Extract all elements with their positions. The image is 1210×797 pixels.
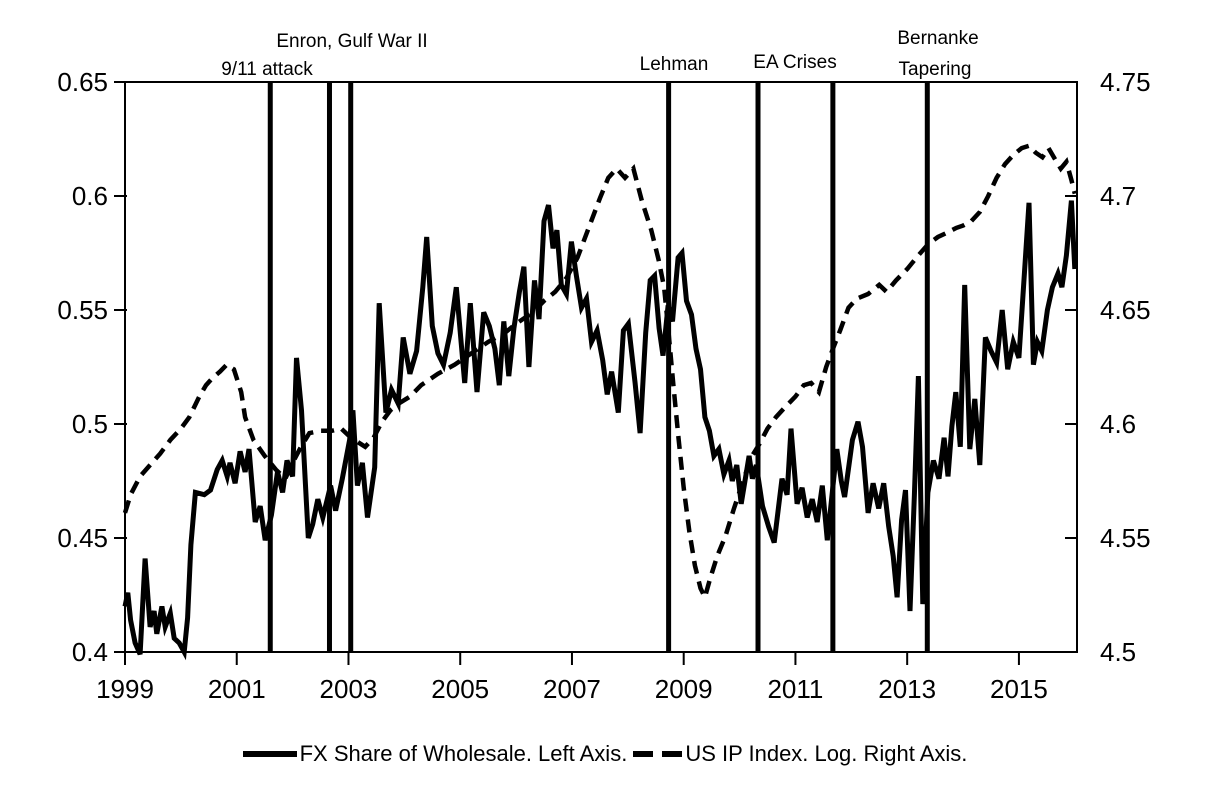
chart-legend: FX Share of Wholesale. Left Axis. US IP …	[0, 741, 1210, 767]
left-axis-tick-label: 0.45	[57, 523, 108, 553]
us-ip-series-line	[122, 143, 1077, 604]
left-axis-tick-label: 0.55	[57, 295, 108, 325]
fx-share-series-line	[122, 200, 1078, 661]
legend-item-us-ip: US IP Index. Log. Right Axis.	[627, 741, 967, 767]
x-axis-tick-label: 1999	[96, 674, 154, 704]
x-axis-tick-label: 2015	[990, 674, 1048, 704]
plot-border	[124, 81, 1078, 653]
right-axis-tick-label: 4.5	[1100, 637, 1136, 667]
legend-item-fx-share: FX Share of Wholesale. Left Axis.	[242, 741, 628, 767]
dashed-line-swatch-icon	[633, 751, 683, 757]
event-annotation-label: Tapering	[899, 59, 972, 80]
x-axis-tick-label: 2003	[320, 674, 378, 704]
right-axis-tick-label: 4.65	[1100, 295, 1151, 325]
x-axis-tick-label: 2001	[208, 674, 266, 704]
x-axis-tick-label: 2007	[543, 674, 601, 704]
x-axis-tick-label: 2013	[878, 674, 936, 704]
legend-label-fx-share: FX Share of Wholesale. Left Axis.	[299, 741, 628, 766]
event-annotation-label: 9/11 attack	[221, 59, 313, 80]
right-axis-tick-label: 4.7	[1100, 181, 1136, 211]
event-annotation-label: Lehman	[640, 54, 709, 75]
event-annotation-label: Bernanke	[897, 28, 978, 49]
left-axis-tick-label: 0.65	[57, 67, 108, 97]
left-axis-tick-label: 0.5	[72, 409, 108, 439]
event-annotation-label: Enron, Gulf War II	[276, 31, 427, 52]
x-axis-tick-label: 2011	[767, 674, 823, 704]
x-axis-tick-label: 2005	[431, 674, 489, 704]
x-axis-tick-label: 2009	[655, 674, 713, 704]
solid-line-swatch-icon	[242, 751, 297, 757]
right-axis-tick-label: 4.75	[1100, 67, 1151, 97]
right-axis-tick-label: 4.6	[1100, 409, 1136, 439]
left-axis-tick-label: 0.4	[72, 637, 108, 667]
legend-label-us-ip: US IP Index. Log. Right Axis.	[685, 741, 968, 766]
event-annotation-label: EA Crises	[753, 52, 836, 73]
right-axis-tick-label: 4.55	[1100, 523, 1151, 553]
left-axis-tick-label: 0.6	[72, 181, 108, 211]
